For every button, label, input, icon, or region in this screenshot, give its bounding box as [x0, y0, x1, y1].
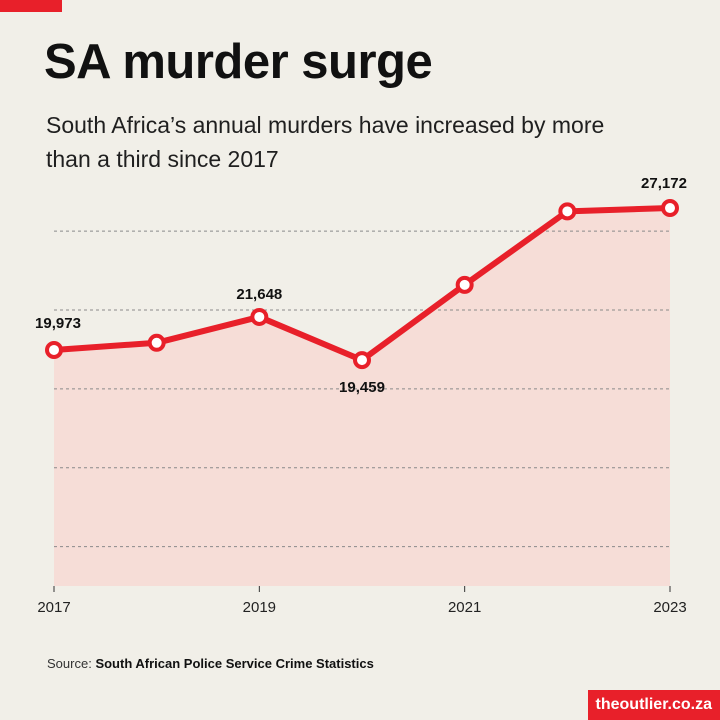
data-point	[147, 333, 166, 352]
data-point	[250, 307, 269, 326]
area-fill	[54, 208, 670, 586]
brand-logo[interactable]: theoutlier.co.za	[587, 690, 720, 720]
chart-subtitle: South Africa’s annual murders have incre…	[46, 112, 605, 172]
x-tick-label: 2017	[37, 599, 70, 616]
data-point	[455, 275, 474, 294]
x-tick-label: 2019	[243, 599, 276, 616]
source-note: Source: South African Police Service Cri…	[47, 656, 374, 671]
data-label: 19,973	[35, 315, 81, 332]
source-name: South African Police Service Crime Stati…	[95, 656, 374, 671]
data-point	[353, 351, 371, 370]
brand-accent-bar	[0, 0, 62, 12]
source-label: Source:	[47, 656, 92, 671]
x-tick-label: 2023	[653, 599, 686, 616]
data-label: 21,648	[236, 286, 282, 303]
data-point	[45, 340, 63, 359]
data-point	[558, 202, 577, 221]
data-label: 19,459	[339, 379, 385, 396]
chart-title: SA murder surge	[44, 35, 433, 89]
data-point	[661, 199, 679, 218]
data-label: 27,172	[641, 175, 687, 192]
x-tick-label: 2021	[448, 599, 481, 616]
